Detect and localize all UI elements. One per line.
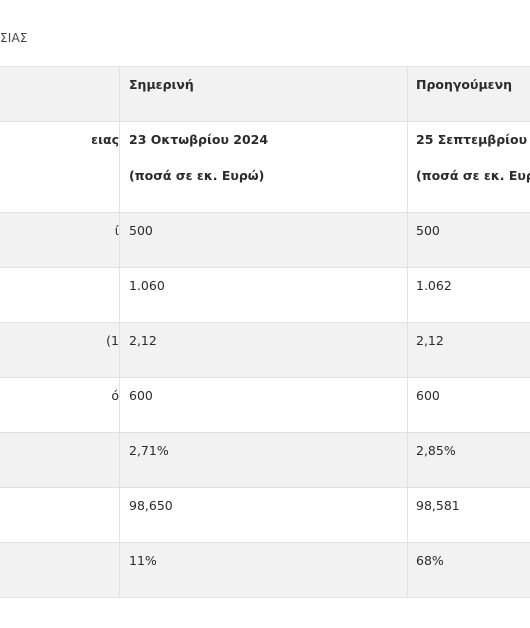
row-label: ί <box>0 212 120 268</box>
table-row: 2,71% 2,85% <box>0 432 530 488</box>
header-cell-label <box>0 66 120 122</box>
current-auction-date: 23 Οκτωβρίου 2024 <box>129 132 269 147</box>
table-row: 11% 68% <box>0 542 530 598</box>
date-cell-previous: 25 Σεπτεμβρίου 20 (ποσά σε εκ. Ευρώ <box>407 121 530 213</box>
row-current-value: 1.060 <box>119 267 408 323</box>
row-current-value: 600 <box>119 377 408 433</box>
row-previous-value: 2,12 <box>407 322 530 378</box>
row-label: 1) <box>0 322 120 378</box>
header-cell-previous: Προηγούμενη <box>407 66 530 122</box>
previous-amount-unit: (ποσά σε εκ. Ευρώ <box>416 168 530 183</box>
date-row-label: ειας <box>0 121 120 213</box>
row-label <box>0 487 120 543</box>
table-row: 1) 2,12 2,12 <box>0 322 530 378</box>
row-current-value: 2,71% <box>119 432 408 488</box>
auction-results-table: Σημερινή Προηγούμενη ειας 23 Οκτωβρίου 2… <box>0 66 530 598</box>
row-previous-value: 1.062 <box>407 267 530 323</box>
table-header-row: Σημερινή Προηγούμενη <box>0 66 530 122</box>
table-row: 1.060 1.062 <box>0 267 530 323</box>
row-current-value: 2,12 <box>119 322 408 378</box>
table-caption: ΣΙΑΣ <box>0 31 28 45</box>
table-row: ί 500 500 <box>0 212 530 268</box>
row-previous-value: 500 <box>407 212 530 268</box>
table-row: 98,650 98,581 <box>0 487 530 543</box>
row-label: ό <box>0 377 120 433</box>
current-amount-unit: (ποσά σε εκ. Ευρώ) <box>129 168 265 183</box>
row-current-value: 500 <box>119 212 408 268</box>
row-label <box>0 432 120 488</box>
row-current-value: 11% <box>119 542 408 598</box>
row-label <box>0 542 120 598</box>
previous-auction-date: 25 Σεπτεμβρίου 20 <box>416 132 530 147</box>
header-cell-current: Σημερινή <box>119 66 408 122</box>
row-previous-value: 98,581 <box>407 487 530 543</box>
table-date-row: ειας 23 Οκτωβρίου 2024 (ποσά σε εκ. Ευρώ… <box>0 121 530 213</box>
row-previous-value: 68% <box>407 542 530 598</box>
row-previous-value: 2,85% <box>407 432 530 488</box>
table-row: ό 600 600 <box>0 377 530 433</box>
date-cell-current: 23 Οκτωβρίου 2024 (ποσά σε εκ. Ευρώ) <box>119 121 408 213</box>
row-label <box>0 267 120 323</box>
row-previous-value: 600 <box>407 377 530 433</box>
row-current-value: 98,650 <box>119 487 408 543</box>
